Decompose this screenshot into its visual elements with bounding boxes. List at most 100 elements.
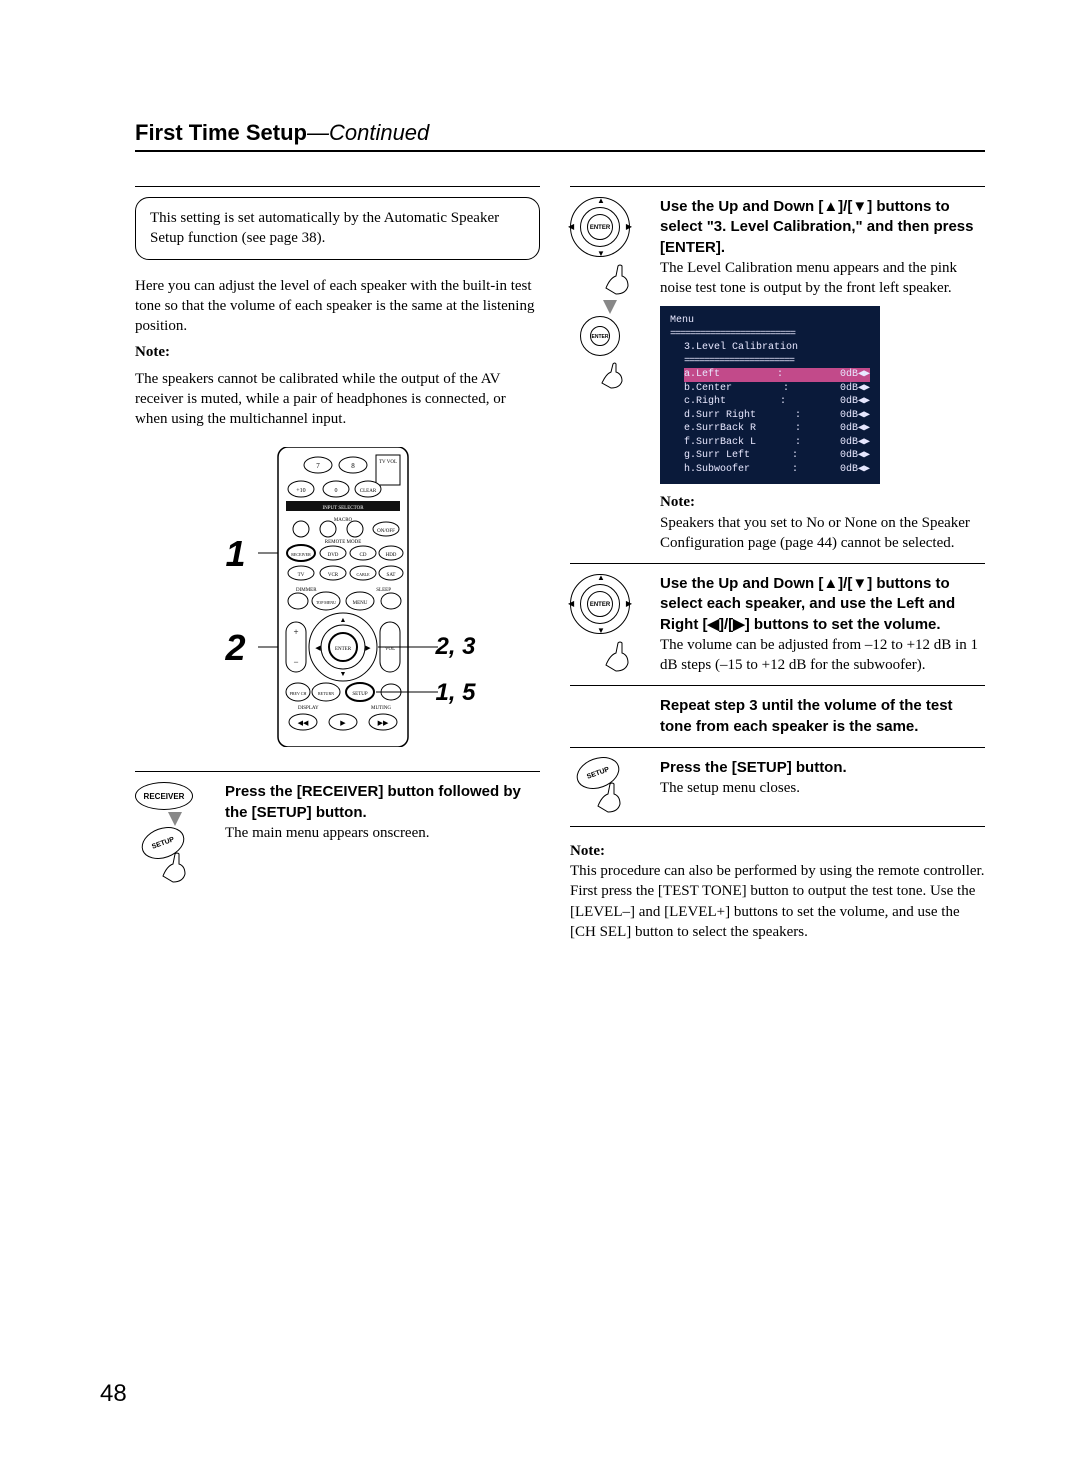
step-2-note-label: Note: [660, 492, 985, 512]
arrow-down-icon [168, 812, 182, 826]
step-1-icons: RECEIVER SETUP [135, 782, 215, 886]
intro-text: Here you can adjust the level of each sp… [135, 276, 540, 337]
step-5-icons: SETUP [570, 758, 650, 816]
svg-text:REMOTE MODE: REMOTE MODE [324, 540, 361, 545]
step-4: Repeat step 3 until the volume of the te… [570, 696, 985, 737]
menu-title: Menu [670, 314, 870, 328]
hand-icon [596, 357, 630, 391]
auto-setup-note-box: This setting is set automatically by the… [135, 197, 540, 260]
menu-row: b.Center:0dB◀▶ [684, 382, 870, 396]
step-2-text: The Level Calibration menu appears and t… [660, 258, 985, 299]
svg-text:▼: ▼ [339, 670, 346, 678]
svg-text:CABLE: CABLE [356, 572, 370, 577]
step-3: ENTER ▲ ▼ ◀ ▶ Use the Up and Down [▲]/[▼… [570, 574, 985, 675]
svg-text:+: + [293, 627, 298, 637]
step-1: RECEIVER SETUP Press the [RECEIVER] butt… [135, 782, 540, 886]
menu-row: g.Surr Left:0dB◀▶ [684, 449, 870, 463]
step-2-note-text: Speakers that you set to No or None on t… [660, 513, 985, 554]
svg-text:▶: ▶ [340, 719, 346, 727]
step-1-heading: Press the [RECEIVER] button followed by … [225, 782, 540, 823]
step-3-text: The volume can be adjusted from –12 to +… [660, 635, 985, 676]
step-4-icons [570, 696, 650, 737]
svg-text:▲: ▲ [339, 616, 346, 624]
note-label: Note: [135, 342, 540, 362]
svg-text:ON/OFF: ON/OFF [377, 529, 395, 534]
svg-text:RETURN: RETURN [318, 691, 334, 696]
hand-icon [598, 258, 638, 298]
svg-text:7: 7 [316, 462, 320, 470]
svg-text:MUTING: MUTING [371, 706, 391, 711]
step-2-icons: ENTER ▲ ▼ ◀ ▶ ENTER [570, 197, 650, 553]
divider [570, 563, 985, 564]
menu-row: c.Right:0dB◀▶ [684, 395, 870, 409]
menu-section-title: 3.Level Calibration [684, 341, 870, 355]
svg-text:DISPLAY: DISPLAY [298, 706, 319, 711]
step-5-heading: Press the [SETUP] button. [660, 758, 985, 778]
bottom-note-label: Note: [570, 841, 985, 861]
divider [570, 186, 985, 187]
step-3-heading: Use the Up and Down [▲]/[▼] buttons to s… [660, 574, 985, 635]
svg-text:TV: TV [297, 573, 304, 578]
menu-screenshot: Menu ========================= 3.Level C… [660, 306, 880, 484]
svg-text:0: 0 [334, 488, 337, 494]
left-column: This setting is set automatically by the… [135, 182, 540, 942]
svg-text:▶: ▶ [365, 644, 371, 652]
svg-text:SAT: SAT [386, 573, 395, 578]
bottom-note-text: This procedure can also be performed by … [570, 861, 985, 942]
remote-diagram: 7 8 TV VOL +10 0 CLEAR INPUT SELECTOR MA… [208, 447, 468, 747]
svg-text:ENTER: ENTER [334, 647, 351, 652]
svg-text:MENU: MENU [352, 601, 367, 606]
menu-row: h.Subwoofer:0dB◀▶ [684, 463, 870, 477]
menu-divider: ========================= [670, 328, 870, 342]
svg-text:TOP MENU: TOP MENU [315, 600, 335, 605]
diagram-num-2: 2 [226, 627, 246, 669]
divider [570, 685, 985, 686]
svg-text:VOL: VOL [384, 647, 394, 652]
step-2: ENTER ▲ ▼ ◀ ▶ ENTER Use the Up and Down … [570, 197, 985, 553]
svg-text:DVD: DVD [327, 553, 338, 558]
divider [570, 826, 985, 827]
hand-icon [598, 635, 638, 675]
enter-ring-icon: ENTER ▲ ▼ ◀ ▶ [570, 197, 630, 257]
svg-text:MACRO: MACRO [333, 518, 352, 523]
header-continued: —Continued [307, 120, 429, 145]
step-2-heading: Use the Up and Down [▲]/[▼] buttons to s… [660, 197, 985, 258]
menu-divider: ====================== [684, 355, 870, 369]
page-header: First Time Setup—Continued [135, 120, 985, 152]
svg-text:HDD: HDD [385, 553, 396, 558]
svg-text:CLEAR: CLEAR [359, 489, 376, 494]
step-4-heading: Repeat step 3 until the volume of the te… [660, 696, 985, 737]
callout-15: 1, 5 [435, 679, 475, 707]
diagram-num-1: 1 [226, 533, 246, 575]
svg-text:SETUP: SETUP [352, 692, 368, 697]
step-1-text: The main menu appears onscreen. [225, 823, 540, 843]
divider [135, 186, 540, 187]
svg-text:PREV CH: PREV CH [289, 691, 306, 696]
svg-text:TV VOL: TV VOL [378, 460, 396, 465]
arrow-down-icon [603, 300, 617, 314]
menu-row: a.Left:0dB◀▶ [684, 368, 870, 382]
svg-text:◀: ◀ [315, 644, 321, 652]
enter-ring-icon: ENTER ▲ ▼ ◀ ▶ [570, 574, 630, 634]
svg-text:−: − [293, 657, 298, 667]
step-5-text: The setup menu closes. [660, 778, 985, 798]
menu-row: f.SurrBack L:0dB◀▶ [684, 436, 870, 450]
callout-23: 2, 3 [435, 633, 475, 661]
divider [570, 747, 985, 748]
svg-text:RECEIVER: RECEIVER [291, 552, 311, 557]
divider [135, 771, 540, 772]
step-5: SETUP Press the [SETUP] button. The setu… [570, 758, 985, 816]
svg-text:VCR: VCR [327, 573, 338, 578]
right-column: ENTER ▲ ▼ ◀ ▶ ENTER Use the Up and Down … [570, 182, 985, 942]
receiver-button-icon: RECEIVER [135, 782, 193, 810]
header-title: First Time Setup [135, 120, 307, 145]
svg-text:8: 8 [351, 462, 355, 470]
svg-text:+10: +10 [296, 488, 305, 494]
page-number: 48 [100, 1380, 127, 1408]
svg-text:INPUT SELECTOR: INPUT SELECTOR [322, 506, 364, 511]
note-text: The speakers cannot be calibrated while … [135, 369, 540, 430]
enter-ring-small-icon: ENTER [580, 316, 620, 356]
svg-text:◀◀: ◀◀ [297, 719, 308, 727]
menu-row: d.Surr Right:0dB◀▶ [684, 409, 870, 423]
svg-text:CD: CD [359, 553, 366, 558]
